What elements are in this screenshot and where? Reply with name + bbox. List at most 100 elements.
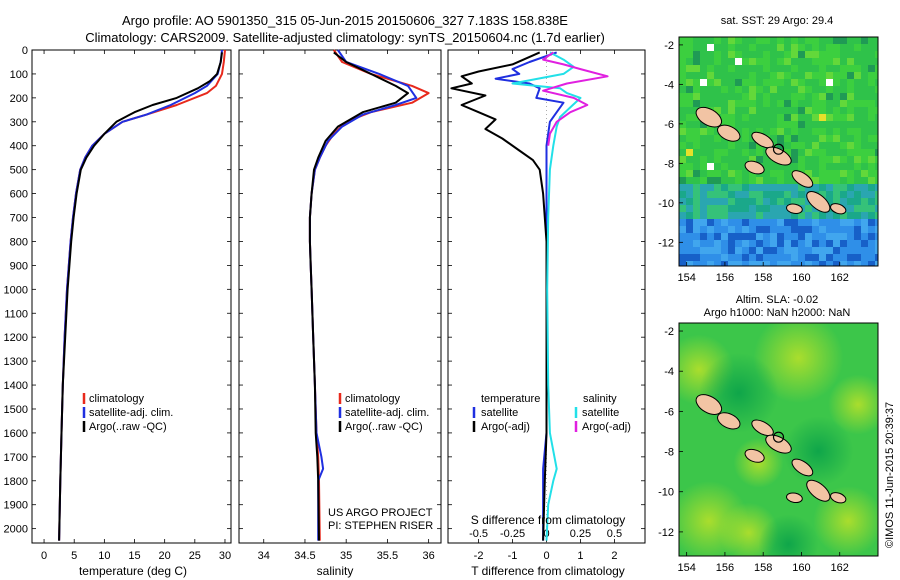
sst-pixel [721,72,728,79]
sst-pixel [833,128,840,135]
lon-tick-label: 160 [792,562,810,574]
sst-pixel [847,226,854,233]
sst-pixel [721,254,728,261]
sst-pixel [847,156,854,163]
sst-pixel [854,198,861,205]
sst-pixel [854,254,861,261]
sst-pixel [840,184,847,191]
sst-pixel [728,233,735,240]
sst-pixel [854,100,861,107]
sst-pixel [686,37,693,44]
sst-pixel [693,51,700,58]
sla-anomaly [758,514,819,556]
sst-pixel [833,226,840,233]
depth-tick-label: 1900 [4,500,28,512]
sst-pixel [686,107,693,114]
sst-pixel [707,254,714,261]
sst-pixel [875,142,878,149]
sst-pixel [721,44,728,51]
sst-pixel [735,114,742,121]
sst-pixel [763,170,770,177]
sst-pixel [826,58,833,65]
sst-pixel [735,261,742,266]
sst-pixel [875,72,878,79]
sst-pixel [784,219,791,226]
sst-pixel [854,163,861,170]
sst-pixel [742,65,749,72]
sst-pixel [707,44,714,51]
sla-map-title-line1: Altim. SLA: -0.02 [736,294,819,306]
sst-pixel [700,156,707,163]
sst-pixel [798,240,805,247]
sst-pixel [728,72,735,79]
sst-pixel [707,156,714,163]
sst-pixel [854,191,861,198]
sst-pixel [728,86,735,93]
sst-pixel [798,107,805,114]
island [830,203,847,215]
sst-pixel [763,219,770,226]
sst-pixel [854,212,861,219]
sst-pixel [735,205,742,212]
sst-pixel [805,93,812,100]
lat-tick-label: -6 [664,406,674,418]
x-tick-label: 25 [189,550,201,562]
sst-pixel [819,107,826,114]
sst-pixel [861,86,868,93]
sst-pixel [791,79,798,86]
sst-pixel [784,247,791,254]
sst-pixel [756,100,763,107]
sst-pixel [707,58,714,65]
lat-tick-label: -4 [664,79,674,91]
sst-pixel [714,177,721,184]
sst-pixel [742,198,749,205]
sst-pixel [770,93,777,100]
sst-pixel [700,191,707,198]
sst-pixel [742,128,749,135]
sst-pixel [714,37,721,44]
sst-pixel [756,226,763,233]
sst-pixel [770,128,777,135]
sst-pixel [742,205,749,212]
sst-pixel [700,58,707,65]
sst-pixel [812,58,819,65]
sst-pixel [854,128,861,135]
island [791,170,814,188]
sst-pixel [707,149,714,156]
sst-pixel [847,177,854,184]
sst-pixel [707,86,714,93]
sst-pixel [826,198,833,205]
sst-pixel [777,184,784,191]
sst-pixel [826,44,833,51]
sst-pixel [833,142,840,149]
sst-pixel [700,37,707,44]
sst-pixel [868,149,875,156]
sst-pixel [847,51,854,58]
sst-pixel [840,72,847,79]
depth-tick-label: 1100 [4,308,28,320]
sst-pixel [819,58,826,65]
sst-pixel [840,247,847,254]
sst-pixel [868,247,875,254]
sst-pixel [861,212,868,219]
sst-pixel [721,142,728,149]
legend-label-s-satellite: satellite [582,407,619,419]
sst-pixel [763,93,770,100]
sst-pixel [679,240,686,247]
depth-tick-label: 300 [10,117,28,129]
sst-pixel [819,212,826,219]
sst-pixel [693,198,700,205]
lon-tick-label: 162 [831,272,849,284]
sst-pixel [721,205,728,212]
lat-tick-label: -2 [664,326,674,338]
sst-pixel [861,51,868,58]
sst-pixel [679,72,686,79]
sst-pixel [812,128,819,135]
sst-pixel [777,240,784,247]
sst-pixel [735,240,742,247]
sst-pixel [721,93,728,100]
series-line-argo-raw-qc- [308,51,409,541]
series-line-argo-adj- [542,51,609,146]
sst-pixel [798,198,805,205]
depth-tick-label: 2000 [4,524,28,536]
